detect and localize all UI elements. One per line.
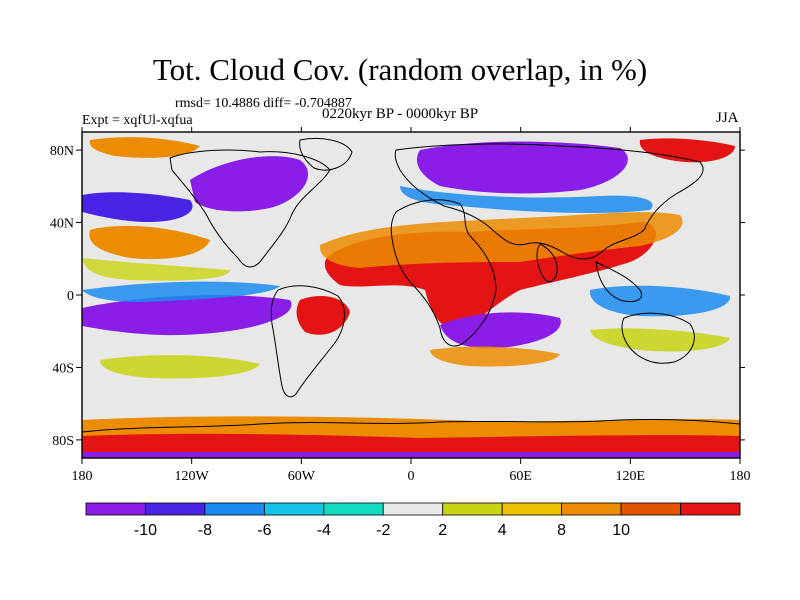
rmsd-diff-stats: rmsd= 10.4886 diff= -0.704887 <box>175 96 352 111</box>
x-tick-label: 0 <box>408 469 415 484</box>
colorbar-label: -8 <box>198 522 212 539</box>
coast-southeast-asia <box>595 261 642 303</box>
x-tick-label: 120E <box>616 469 646 484</box>
colorbar-swatch <box>680 502 741 516</box>
field-purple-east-pacific <box>82 294 292 336</box>
period-label: 0220kyr BP - 0000kyr BP <box>322 106 479 122</box>
field-yellow-south <box>100 355 260 379</box>
colorbar-label: -6 <box>257 522 271 539</box>
y-tick-label: 0 <box>67 289 74 304</box>
x-axis-ticks: 180 120W 60W 0 60E 120E 180 <box>72 127 751 484</box>
coast-europe-africa <box>390 199 497 347</box>
x-tick-label: 180 <box>72 469 93 484</box>
coast-antarctica <box>82 418 740 433</box>
colorbar: -10 -8 -6 -4 -2 2 4 8 10 <box>85 502 741 539</box>
experiment-label: Expt = xqfUl-xqfua <box>82 113 193 128</box>
x-tick-label: 180 <box>730 469 751 484</box>
colorbar-label: 8 <box>557 522 566 539</box>
colorbar-swatch <box>561 502 622 516</box>
colorbar-swatch <box>204 502 265 516</box>
coast-india <box>536 243 558 283</box>
colorbar-swatch <box>85 502 146 516</box>
y-tick-label: 80S <box>52 434 74 449</box>
coast-north-america <box>169 149 331 268</box>
y-tick-label: 80N <box>50 144 74 159</box>
colorbar-label: 2 <box>438 522 447 539</box>
field-purple-south-pole-edge <box>82 452 740 458</box>
x-tick-label: 60E <box>509 469 532 484</box>
plot-title: Tot. Cloud Cov. (random overlap, in %) <box>152 52 648 87</box>
field-yellow-south-indian <box>590 328 730 352</box>
field-layer <box>82 132 740 458</box>
x-tick-label: 120W <box>175 469 210 484</box>
colorbar-swatch <box>382 502 444 516</box>
colorbar-label: 4 <box>498 522 507 539</box>
colorbar-label: -2 <box>376 522 390 539</box>
field-red-antarctic <box>82 433 740 452</box>
field-purple-indian-ocean <box>440 312 561 349</box>
colorbar-label: -4 <box>317 522 331 539</box>
y-tick-label: 40N <box>50 217 74 232</box>
field-blue-west-pacific <box>589 285 731 317</box>
field-red-south-america <box>296 296 350 335</box>
coast-south-america <box>270 285 345 398</box>
field-orange-north-pacific <box>89 225 210 260</box>
field-orange-arctic <box>89 137 200 158</box>
y-tick-label: 40S <box>52 361 74 376</box>
y-axis-ticks: 80N 40N 0 40S 80S <box>50 144 745 449</box>
field-yellow-north-pacific <box>82 258 230 281</box>
coast-greenland <box>299 138 353 171</box>
colorbar-swatch <box>323 502 384 516</box>
coast-eurasia <box>394 143 704 260</box>
field-blue-eurasia-fringe <box>400 186 653 213</box>
coastlines <box>82 138 740 433</box>
colorbar-swatch <box>263 502 325 516</box>
colorbar-label: 10 <box>612 522 630 539</box>
field-blue-north-pacific <box>82 192 193 222</box>
colorbar-swatch <box>442 502 503 516</box>
coast-australia <box>621 312 695 364</box>
field-orange-tropics-fringe <box>319 212 683 268</box>
colorbar-label: -10 <box>134 522 157 539</box>
field-orange-south-atlantic <box>430 346 560 367</box>
field-purple-eurasia <box>416 141 628 194</box>
season-label: JJA <box>716 110 739 126</box>
colorbar-swatch <box>145 502 206 516</box>
field-red-arctic-east <box>639 138 735 163</box>
colorbar-swatch <box>620 502 681 516</box>
field-blue-pacific-fringe <box>82 281 280 302</box>
colorbar-swatch <box>501 502 563 516</box>
x-tick-label: 60W <box>288 469 316 484</box>
field-purple-north-america <box>190 156 309 212</box>
